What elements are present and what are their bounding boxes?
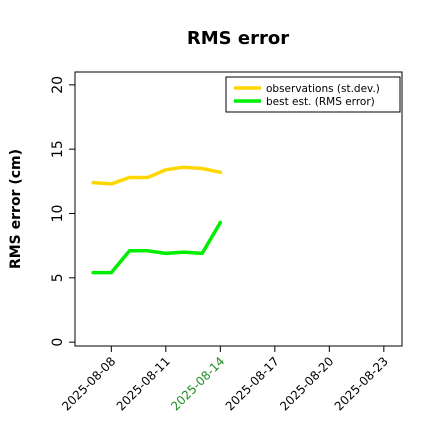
plot-frame <box>74 71 403 347</box>
y-tick-label: 15 <box>50 140 66 158</box>
legend-box <box>225 76 401 113</box>
series-line-1 <box>91 165 223 186</box>
x-axis: 2025-08-082025-08-112025-08-142025-08-17… <box>59 346 391 413</box>
x-tick-label: 2025-08-11 <box>114 354 173 413</box>
chart-title: RMS error <box>187 28 289 49</box>
series-layer <box>91 165 223 275</box>
y-tick-label: 5 <box>50 273 66 282</box>
y-tick-label: 20 <box>50 76 66 94</box>
x-tick-label: 2025-08-14 <box>168 354 227 413</box>
legend-label-2: best est. (RMS error) <box>266 96 375 108</box>
x-tick-label: 2025-08-23 <box>332 354 391 413</box>
legend: observations (st.dev.)best est. (RMS err… <box>225 76 401 113</box>
y-tick-label: 10 <box>50 205 66 223</box>
x-tick-label: 2025-08-17 <box>223 354 282 413</box>
x-tick-label: 2025-08-08 <box>59 354 118 413</box>
y-tick-label: 0 <box>50 338 66 347</box>
x-tick-label: 2025-08-20 <box>277 354 336 413</box>
legend-label-1: observations (st.dev.) <box>266 83 380 95</box>
y-axis: 0 5 10 15 20 <box>50 76 75 347</box>
y-axis-label: RMS error (cm) <box>8 149 24 269</box>
series-line-2 <box>91 220 223 275</box>
